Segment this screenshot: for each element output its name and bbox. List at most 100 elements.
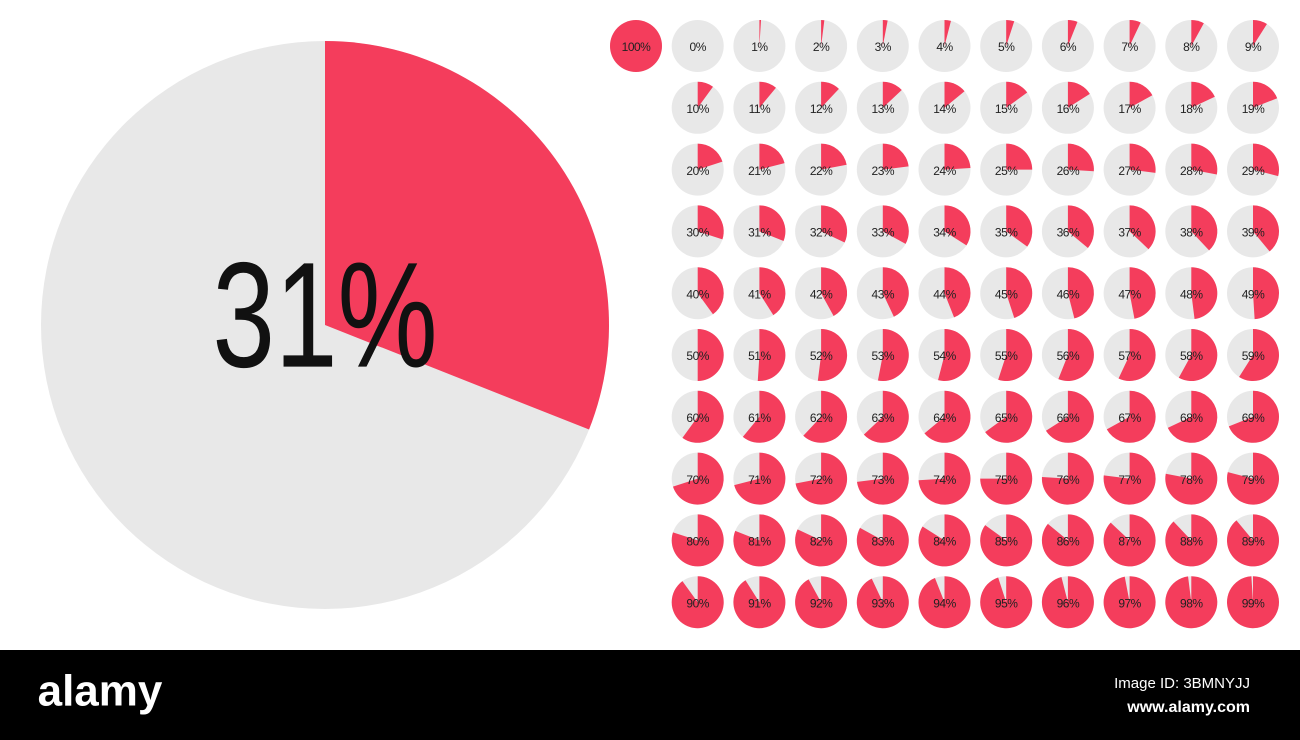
pie-label: 31% xyxy=(748,226,771,240)
pie-slice xyxy=(821,205,848,243)
pie-label: 63% xyxy=(872,411,895,425)
pie-label: 40% xyxy=(686,287,709,301)
pie-slice xyxy=(944,143,971,170)
pie-slice xyxy=(944,267,971,318)
pie-label: 22% xyxy=(810,164,833,178)
pie-label: 14% xyxy=(933,102,956,116)
pie-label: 94% xyxy=(933,596,956,610)
pie-label: 85% xyxy=(995,535,1018,549)
pie-label: 80% xyxy=(686,535,709,549)
pie-slice xyxy=(672,452,724,505)
pie-label: 35% xyxy=(995,226,1018,240)
pie-label: 76% xyxy=(1057,473,1080,487)
pie-label: 9% xyxy=(1245,40,1262,54)
pie-label: 26% xyxy=(1057,164,1080,178)
pie-slice xyxy=(1167,390,1218,443)
pie-slice xyxy=(821,81,839,108)
pie-slice xyxy=(944,81,965,108)
pie-slice xyxy=(795,514,848,567)
pie-label: 97% xyxy=(1118,596,1141,610)
pie-label: 82% xyxy=(810,535,833,549)
pie-slice xyxy=(821,267,848,316)
pie-slice xyxy=(1165,514,1218,567)
pie-slice xyxy=(759,143,785,170)
footer-bar xyxy=(0,650,1300,740)
pie-slice xyxy=(325,41,609,430)
pie-label: 10% xyxy=(686,102,709,116)
pie-label: 87% xyxy=(1118,535,1141,549)
pie-slice xyxy=(682,390,724,443)
pie-slice xyxy=(918,514,971,567)
pie-label: 88% xyxy=(1180,535,1203,549)
pie-slice xyxy=(742,390,786,443)
pie-slice xyxy=(1103,576,1156,629)
pie-slice xyxy=(795,452,848,505)
pie-slice xyxy=(863,390,909,443)
pie-label: 51% xyxy=(748,349,771,363)
pie-label: 31% xyxy=(212,232,437,399)
pie-label: 73% xyxy=(872,473,895,487)
pie-label: 70% xyxy=(686,473,709,487)
pie-label: 46% xyxy=(1057,287,1080,301)
pie-slice xyxy=(980,452,1033,505)
pie-slice xyxy=(1129,205,1156,250)
pie-label: 60% xyxy=(686,411,709,425)
pie-slice xyxy=(1067,267,1094,319)
pie-slice xyxy=(856,576,909,629)
pie-label: 3% xyxy=(875,40,892,54)
pie-label: 61% xyxy=(748,411,771,425)
pie-slice xyxy=(1118,329,1156,381)
pie-slice xyxy=(671,514,724,567)
pie-slice xyxy=(1067,20,1078,46)
pie-slice xyxy=(1103,514,1156,567)
pie-slice xyxy=(759,267,786,316)
pie-label: 43% xyxy=(872,287,895,301)
pie-slice xyxy=(733,514,786,567)
pie-label: 36% xyxy=(1057,226,1080,240)
pie-label: 72% xyxy=(810,473,833,487)
pie-slice xyxy=(882,205,909,244)
pie-slice xyxy=(821,20,825,46)
pie-slice xyxy=(882,19,888,46)
pie-slice xyxy=(1058,329,1094,381)
pie-slice xyxy=(985,390,1033,443)
pie-label: 74% xyxy=(933,473,956,487)
pie-label: 93% xyxy=(872,596,895,610)
pie-slice xyxy=(1227,514,1279,567)
pie-label: 24% xyxy=(933,164,956,178)
pie-slice xyxy=(938,329,971,382)
pie-slice xyxy=(1045,390,1094,443)
pie-slice xyxy=(882,81,902,108)
pie-slice xyxy=(803,390,848,443)
pie-label: 78% xyxy=(1180,473,1203,487)
pie-label: 90% xyxy=(686,596,709,610)
pie-slice xyxy=(1129,267,1156,319)
pie-label: 28% xyxy=(1180,164,1203,178)
pie-label: 6% xyxy=(1060,40,1077,54)
footer-logo: alamy xyxy=(38,667,163,716)
pie-label: 34% xyxy=(933,226,956,240)
pie-label: 44% xyxy=(933,287,956,301)
pie-label: 42% xyxy=(810,287,833,301)
pie-slice xyxy=(1165,576,1218,629)
pie-slice xyxy=(980,576,1033,629)
pie-background xyxy=(980,20,1033,72)
pie-slice xyxy=(1253,81,1278,108)
pie-label: 37% xyxy=(1118,226,1141,240)
pie-label: 52% xyxy=(810,349,833,363)
pie-label: 67% xyxy=(1118,411,1141,425)
pie-label: 18% xyxy=(1180,102,1203,116)
pie-slice xyxy=(671,576,724,629)
pie-slice xyxy=(980,514,1033,567)
pie-label: 58% xyxy=(1180,349,1203,363)
pie-label: 29% xyxy=(1242,164,1265,178)
pie-label: 25% xyxy=(995,164,1018,178)
pie-slice xyxy=(759,205,786,241)
pie-label: 16% xyxy=(1057,102,1080,116)
pie-label: 7% xyxy=(1121,40,1138,54)
pie-label: 56% xyxy=(1057,349,1080,363)
pie-slice xyxy=(1067,205,1094,248)
pie-slice xyxy=(1228,390,1279,443)
pie-slice xyxy=(697,329,724,381)
pie-label: 100% xyxy=(622,40,652,54)
